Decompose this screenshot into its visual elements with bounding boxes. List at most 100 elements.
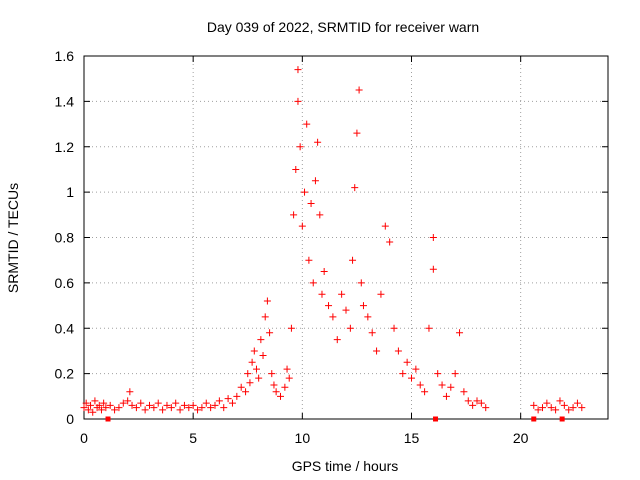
data-point — [447, 383, 455, 391]
data-point — [257, 336, 265, 344]
data-point — [228, 399, 236, 407]
baseline-marker — [433, 416, 439, 422]
data-points — [80, 66, 586, 416]
y-tick-label: 0 — [66, 411, 74, 427]
data-point — [180, 401, 188, 409]
grid — [84, 56, 608, 419]
data-point — [128, 401, 136, 409]
data-point — [220, 404, 228, 412]
data-point — [394, 347, 402, 355]
data-point — [311, 177, 319, 185]
data-point — [296, 143, 304, 151]
data-point — [95, 401, 103, 409]
y-tick-label: 1 — [66, 184, 74, 200]
data-point — [329, 313, 337, 321]
data-point — [469, 401, 477, 409]
data-point — [408, 374, 415, 382]
data-point — [294, 97, 302, 105]
data-point — [283, 365, 291, 373]
data-point — [373, 347, 381, 355]
data-point — [259, 351, 267, 359]
data-point — [368, 329, 376, 337]
data-point — [318, 290, 326, 298]
data-point — [353, 129, 361, 137]
data-point — [386, 238, 394, 246]
data-point — [477, 399, 485, 407]
data-point — [346, 324, 354, 332]
data-point — [233, 392, 241, 400]
data-point — [464, 397, 472, 405]
data-point — [270, 381, 278, 389]
data-point — [119, 399, 127, 407]
data-point — [163, 401, 171, 409]
data-point — [281, 383, 289, 391]
data-point — [338, 290, 346, 298]
data-point — [87, 401, 95, 409]
data-point — [364, 313, 372, 321]
data-point — [355, 86, 363, 94]
data-point — [357, 279, 365, 287]
x-tick-label: 15 — [404, 430, 420, 446]
data-point — [266, 329, 274, 337]
data-point — [556, 397, 564, 405]
data-point — [412, 365, 420, 373]
data-point — [434, 370, 442, 378]
x-tick-label: 0 — [80, 430, 88, 446]
data-point — [115, 404, 123, 412]
data-point — [132, 404, 140, 412]
data-point — [316, 211, 324, 219]
data-point — [150, 404, 158, 412]
data-point — [292, 165, 300, 173]
data-point — [530, 401, 538, 409]
data-point — [102, 404, 110, 412]
data-point — [124, 397, 132, 405]
chart-title: Day 039 of 2022, SRMTID for receiver war… — [207, 19, 479, 35]
data-point — [106, 401, 114, 409]
data-point — [429, 265, 437, 273]
x-tick-label: 20 — [513, 430, 529, 446]
data-point — [314, 138, 322, 146]
data-point — [429, 234, 437, 241]
data-point — [268, 370, 276, 378]
data-point — [82, 399, 90, 407]
data-point — [390, 324, 398, 332]
data-point — [246, 379, 254, 387]
data-point — [89, 408, 97, 416]
data-point — [547, 404, 555, 412]
data-point — [473, 397, 481, 405]
data-point — [303, 120, 311, 128]
ticks: 0 5 10 15 20 0 0.2 0.4 0.6 0.8 1 1.2 1.4 1.6 — [55, 48, 608, 446]
data-point — [305, 256, 313, 264]
data-point — [381, 222, 389, 230]
data-point — [416, 381, 424, 389]
data-point — [301, 188, 309, 196]
data-point — [250, 347, 258, 355]
data-point — [569, 404, 577, 412]
data-point — [255, 374, 263, 382]
data-point — [425, 324, 433, 332]
data-point — [285, 374, 293, 382]
x-tick-label: 5 — [189, 430, 197, 446]
baseline-marker — [105, 416, 111, 422]
data-point — [100, 399, 108, 407]
data-point — [277, 392, 284, 400]
data-point — [211, 401, 219, 409]
data-point — [578, 404, 586, 412]
data-point — [84, 406, 92, 414]
y-tick-label: 1.2 — [55, 139, 75, 155]
data-point — [482, 404, 490, 412]
data-point — [159, 406, 167, 414]
data-point — [154, 399, 162, 407]
data-point — [189, 401, 197, 409]
data-point — [349, 256, 357, 264]
data-point — [91, 397, 99, 405]
data-point — [224, 395, 232, 403]
data-point — [552, 406, 560, 414]
baseline-markers — [105, 416, 565, 422]
data-point — [137, 399, 145, 407]
data-point — [442, 392, 450, 400]
data-point — [141, 406, 149, 414]
data-point — [263, 297, 271, 305]
data-point — [111, 406, 119, 414]
